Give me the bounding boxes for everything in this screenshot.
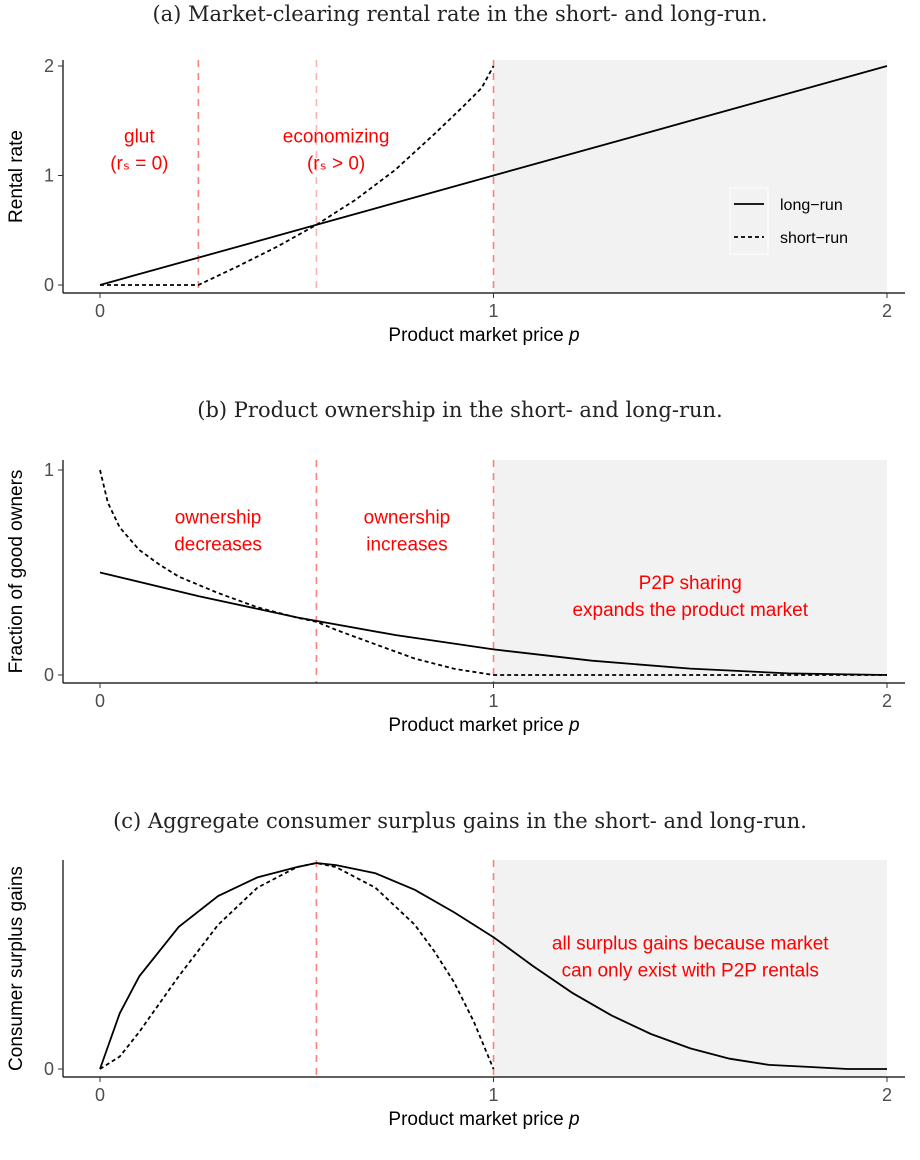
x-tick-label: 1: [488, 1085, 498, 1105]
annotation: (rₛ > 0): [307, 154, 365, 175]
annotation: can only exist with P2P rentals: [562, 961, 819, 982]
y-axis-label: Fraction of good owners: [6, 470, 27, 674]
x-axis-label: Product market price p: [388, 325, 579, 346]
annotation: increases: [366, 534, 447, 555]
chart-c: 0 1 2 0 Product market price p Consumer surpl…: [6, 860, 905, 1130]
chart-a: 0 1 2 0 1 2 Product market price p Rental rate g…: [6, 56, 905, 346]
x-tick-label: 2: [882, 1085, 892, 1105]
series-long-run: [99, 571, 888, 676]
y-axis-label: Consumer surplus gains: [6, 866, 27, 1071]
annotation: expands the product market: [572, 600, 808, 621]
x-tick-label: 0: [95, 1085, 105, 1105]
series-long-run: [99, 65, 888, 286]
annotation: all surplus gains because market: [552, 934, 829, 955]
shaded-region: [493, 460, 887, 683]
annotation: decreases: [174, 534, 262, 555]
annotation: ownership: [364, 507, 451, 528]
legend-label: short−run: [780, 230, 848, 247]
annotation: glut: [124, 127, 155, 148]
y-tick-label: 2: [44, 56, 54, 76]
y-axis-label: Rental rate: [6, 130, 27, 223]
series-long-run: [99, 862, 887, 1070]
annotation: (rₛ = 0): [110, 154, 168, 175]
x-tick-label: 1: [488, 691, 498, 711]
legend-key-box: [729, 187, 769, 255]
y-tick-label: 1: [44, 166, 54, 186]
legend-label: long−run: [780, 197, 843, 214]
x-tick-label: 0: [95, 691, 105, 711]
chart-title: (a) Market-clearing rental rate in the s…: [152, 2, 768, 26]
x-axis-label: Product market price p: [388, 715, 579, 736]
chart-title: (b) Product ownership in the short- and …: [197, 398, 723, 422]
y-tick-label: 0: [44, 665, 54, 685]
x-tick-label: 0: [95, 301, 105, 321]
chart-title: (c) Aggregate consumer surplus gains in …: [113, 809, 807, 833]
series-short-run: [100, 65, 495, 286]
shaded-region: [493, 860, 887, 1077]
annotation: P2P sharing: [639, 573, 742, 594]
x-tick-label: 1: [488, 301, 498, 321]
chart-b: 0 1 2 0 1 Product market price p Fraction of g…: [6, 460, 905, 736]
series-short-run: [99, 469, 887, 676]
y-tick-label: 0: [44, 275, 54, 295]
annotation: economizing: [283, 127, 390, 148]
y-tick-label: 1: [44, 460, 54, 480]
x-tick-label: 2: [882, 301, 892, 321]
x-axis-label: Product market price p: [388, 1109, 579, 1130]
y-tick-label: 0: [44, 1059, 54, 1079]
series-short-run: [99, 862, 495, 1070]
annotation: ownership: [175, 507, 262, 528]
shaded-region: [493, 60, 887, 293]
x-tick-label: 2: [882, 691, 892, 711]
